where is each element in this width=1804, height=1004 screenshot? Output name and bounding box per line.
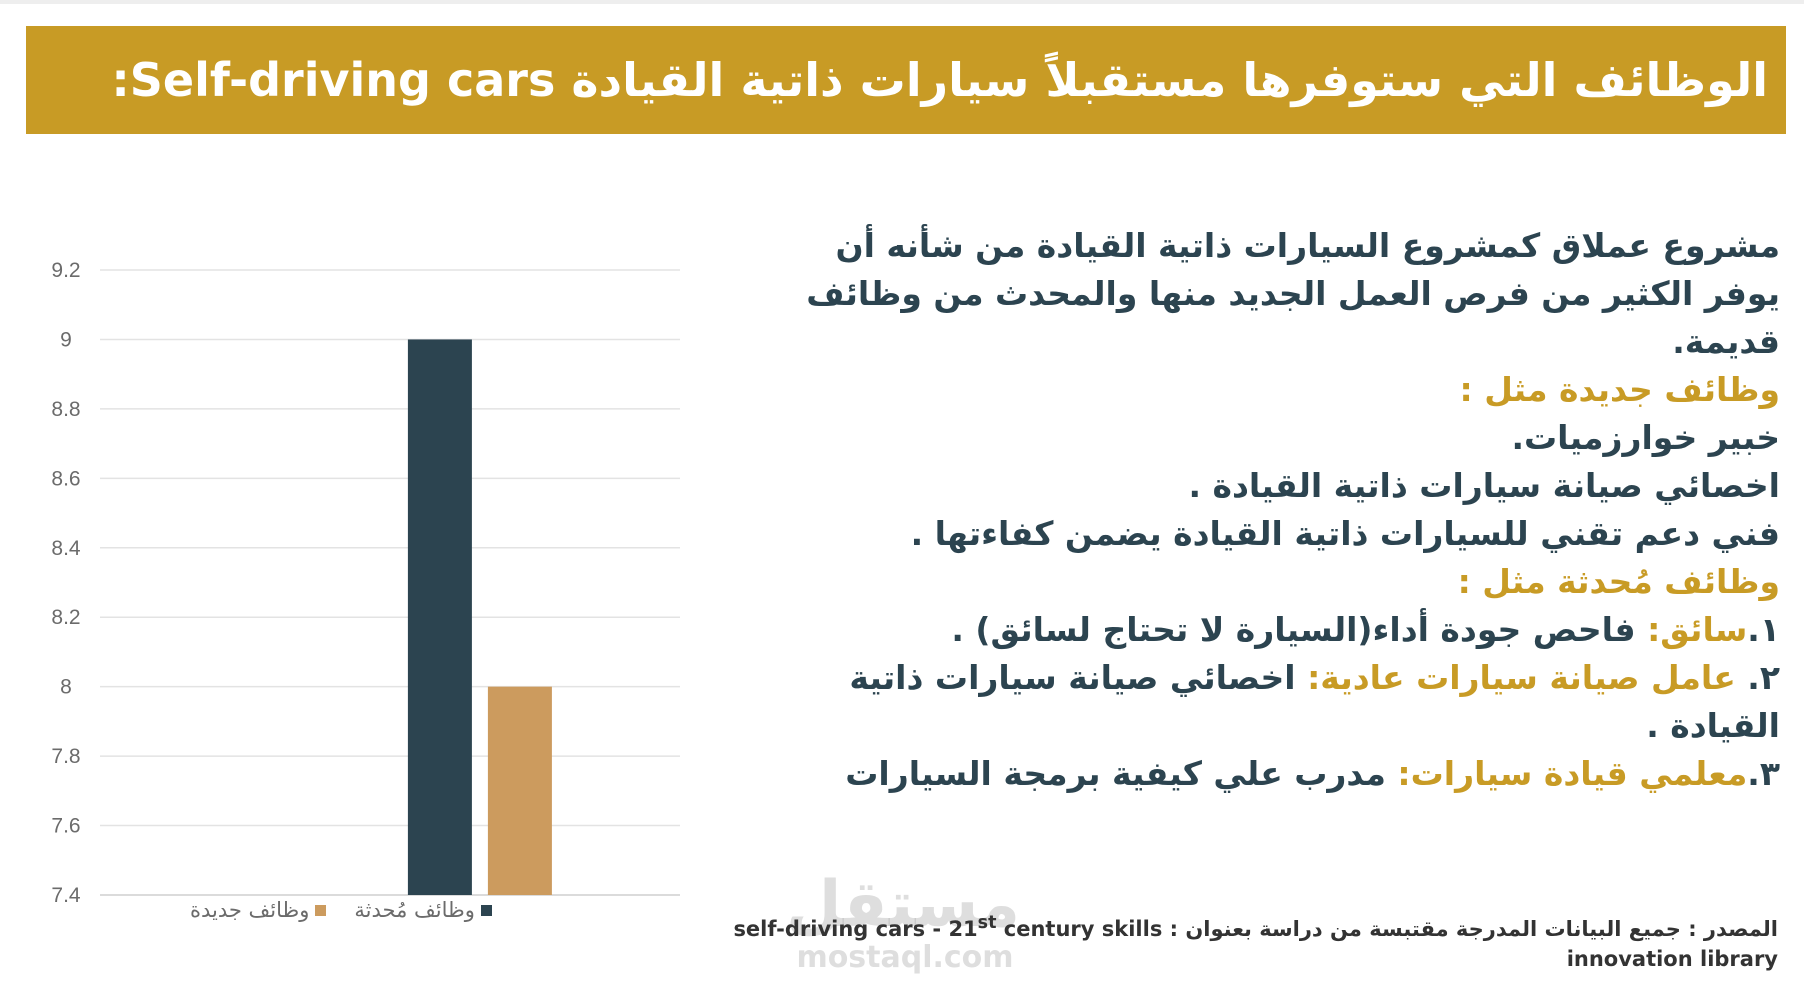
y-tick-label: 8.4 <box>51 537 81 560</box>
y-tick-label: 7.4 <box>51 884 81 907</box>
title-banner: الوظائف التي ستوفرها مستقبلاً سيارات ذات… <box>26 26 1786 134</box>
item2-old-role: عامل صيانة سيارات عادية: <box>1307 658 1736 697</box>
source-title-start: self-driving cars - 21 <box>733 917 978 941</box>
source-title-end: century skills innovation library <box>996 917 1778 971</box>
bar-updated-jobs <box>407 339 472 895</box>
new-jobs-heading: وظائف جديدة مثل : <box>1459 370 1780 409</box>
legend-label-updated: وظائف مُحدثة <box>354 898 475 922</box>
source-title-sup: st <box>977 913 997 933</box>
bar-chart: 7.4 7.6 7.8 8 8.2 8.4 8.6 8.8 9 9.2 <box>20 230 700 970</box>
watermark-english: mostaql.com <box>796 940 1014 975</box>
y-tick-label: 8 <box>60 676 72 699</box>
y-tick-label: 9 <box>60 328 72 351</box>
item2-new-role: اخصائي صيانة سيارات ذاتية القيادة . <box>849 658 1780 745</box>
legend-item-new: وظائف جديدة <box>190 898 327 922</box>
item1-old-role: سائق: <box>1647 610 1748 649</box>
y-tick-label: 9.2 <box>51 259 80 282</box>
y-tick-label: 7.8 <box>51 745 80 768</box>
source-title: self-driving cars - 21st century skills … <box>733 913 1778 971</box>
updated-job-3: ٣.معلمي قيادة سيارات: مدرب علي كيفية برم… <box>800 750 1780 798</box>
chart-canvas: 7.4 7.6 7.8 8 8.2 8.4 8.6 8.8 9 9.2 <box>51 259 680 907</box>
watermark: مستقل mostaql.com <box>785 868 1020 976</box>
source-citation: المصدر : جميع البيانات المدرجة مقتبسة من… <box>660 908 1778 974</box>
legend-label-new: وظائف جديدة <box>190 898 310 922</box>
item3-old-role: معلمي قيادة سيارات: <box>1397 754 1748 793</box>
legend-swatch-new <box>315 904 327 916</box>
item3-number: ٣. <box>1747 754 1780 793</box>
new-job-1: خبير خوارزميات. <box>1511 418 1780 457</box>
item1-number: ١. <box>1747 610 1780 649</box>
legend-swatch-updated <box>480 904 492 916</box>
y-tick-label: 8.6 <box>51 467 80 490</box>
legend-item-updated: وظائف مُحدثة <box>354 898 492 922</box>
y-tick-label: 8.8 <box>51 398 80 421</box>
new-job-2: اخصائي صيانة سيارات ذاتية القيادة . <box>1188 466 1780 505</box>
intro-paragraph: مشروع عملاق كمشروع السيارات ذاتية القياد… <box>806 226 1780 361</box>
source-prefix: المصدر : جميع البيانات المدرجة مقتبسة من… <box>1162 917 1778 941</box>
updated-job-1: ١.سائق: فاحص جودة أداء(السيارة لا تحتاج … <box>800 606 1780 654</box>
top-divider <box>0 0 1804 4</box>
item2-number: ٢. <box>1735 658 1780 697</box>
chart-legend: وظائف مُحدثة وظائف جديدة <box>190 898 492 922</box>
page-title: الوظائف التي ستوفرها مستقبلاً سيارات ذات… <box>111 53 1768 107</box>
y-tick-label: 8.2 <box>51 606 80 629</box>
updated-job-2: ٢. عامل صيانة سيارات عادية: اخصائي صيانة… <box>800 654 1780 750</box>
bar-new-jobs <box>487 686 552 895</box>
new-job-3: فني دعم تقني للسيارات ذاتية القيادة يضمن… <box>910 514 1780 553</box>
item3-new-role: مدرب علي كيفية برمجة السيارات <box>845 754 1398 793</box>
jobs-description: مشروع عملاق كمشروع السيارات ذاتية القياد… <box>800 222 1780 798</box>
item1-new-role: فاحص جودة أداء(السيارة لا تحتاج لسائق) . <box>951 610 1648 649</box>
watermark-arabic: مستقل <box>785 868 1020 942</box>
updated-jobs-heading: وظائف مُحدثة مثل : <box>1457 562 1780 601</box>
y-tick-label: 7.6 <box>51 815 80 838</box>
